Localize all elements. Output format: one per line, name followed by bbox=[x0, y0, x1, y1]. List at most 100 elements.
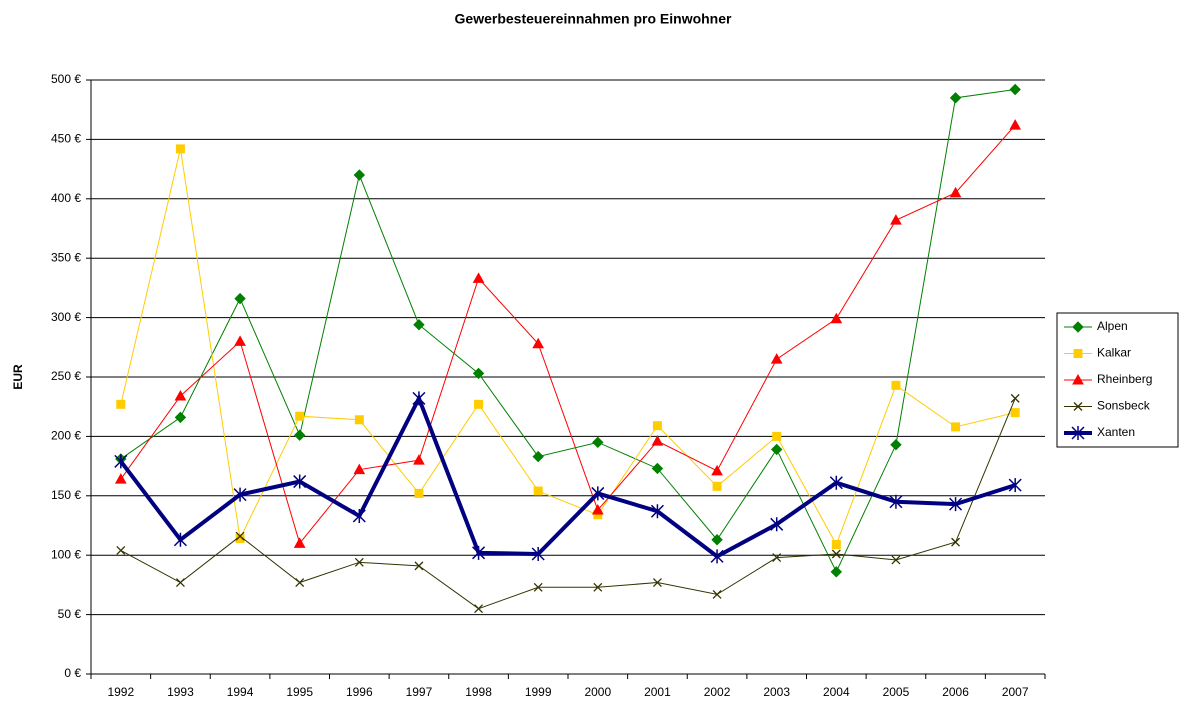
x-tick-label: 2000 bbox=[584, 685, 611, 699]
legend-label: Sonsbeck bbox=[1097, 399, 1151, 413]
y-tick-label: 300 € bbox=[51, 310, 81, 324]
legend-label: Rheinberg bbox=[1097, 372, 1152, 386]
point-marker bbox=[414, 488, 424, 498]
point-marker bbox=[532, 337, 545, 349]
point-marker bbox=[1009, 119, 1022, 130]
x-tick-label: 1995 bbox=[286, 685, 313, 699]
point-marker bbox=[949, 186, 962, 198]
x-tick-label: 1992 bbox=[107, 685, 134, 699]
x-tick-label: 2001 bbox=[644, 685, 671, 699]
x-tick-label: 1993 bbox=[167, 685, 194, 699]
point-marker bbox=[474, 399, 484, 409]
point-marker bbox=[951, 537, 961, 547]
point-marker bbox=[532, 450, 544, 463]
series-line bbox=[120, 89, 1016, 573]
x-tick-label: 1994 bbox=[227, 685, 254, 699]
point-marker bbox=[652, 421, 662, 431]
x-tick-label: 2006 bbox=[942, 685, 969, 699]
point-marker bbox=[354, 415, 364, 425]
point-marker bbox=[652, 578, 662, 587]
point-marker bbox=[891, 380, 901, 390]
point-marker bbox=[951, 422, 961, 432]
point-marker bbox=[293, 474, 307, 489]
point-marker bbox=[651, 435, 664, 446]
point-marker bbox=[593, 582, 603, 592]
point-marker bbox=[591, 486, 605, 501]
point-marker bbox=[831, 540, 841, 550]
point-marker bbox=[414, 561, 424, 571]
x-tick-label: 1999 bbox=[525, 685, 552, 699]
x-tick-label: 1997 bbox=[406, 685, 433, 699]
point-marker bbox=[712, 589, 722, 599]
point-marker bbox=[116, 399, 126, 409]
y-tick-label: 350 € bbox=[51, 250, 81, 264]
point-marker bbox=[533, 486, 543, 496]
point-marker bbox=[1009, 83, 1021, 96]
point-marker bbox=[890, 439, 902, 451]
point-marker bbox=[293, 429, 306, 441]
point-marker bbox=[770, 443, 783, 456]
y-tick-label: 250 € bbox=[51, 369, 81, 383]
x-tick-label: 1998 bbox=[465, 685, 492, 699]
point-marker bbox=[173, 532, 187, 547]
x-tick-label: 2007 bbox=[1002, 685, 1029, 699]
point-marker bbox=[472, 367, 485, 380]
legend-label: Xanten bbox=[1097, 425, 1135, 439]
point-marker bbox=[295, 578, 305, 587]
point-marker bbox=[1010, 393, 1020, 403]
point-marker bbox=[235, 531, 245, 541]
point-marker bbox=[412, 391, 426, 406]
point-marker bbox=[831, 549, 841, 559]
point-marker bbox=[890, 214, 902, 225]
point-marker bbox=[829, 475, 843, 490]
point-marker bbox=[413, 319, 425, 331]
point-marker bbox=[235, 534, 245, 544]
point-marker bbox=[531, 547, 545, 562]
point-marker bbox=[891, 555, 901, 565]
point-marker bbox=[353, 463, 366, 475]
point-marker bbox=[234, 335, 246, 346]
point-marker bbox=[651, 462, 664, 475]
point-marker bbox=[474, 604, 484, 614]
point-marker bbox=[1010, 408, 1020, 418]
x-tick-label: 2004 bbox=[823, 685, 850, 699]
point-marker bbox=[772, 431, 782, 441]
series-line bbox=[120, 148, 1016, 546]
point-marker bbox=[114, 473, 127, 484]
point-marker bbox=[114, 454, 128, 469]
y-tick-label: 450 € bbox=[51, 132, 81, 146]
point-marker bbox=[353, 169, 366, 181]
point-marker bbox=[293, 537, 306, 548]
legend-marker bbox=[1073, 402, 1083, 411]
point-marker bbox=[234, 292, 246, 305]
point-marker bbox=[472, 272, 485, 283]
point-marker bbox=[413, 454, 425, 465]
y-tick-label: 100 € bbox=[51, 547, 81, 561]
point-marker bbox=[533, 582, 543, 592]
legend-marker bbox=[1073, 349, 1083, 358]
y-tick-label: 150 € bbox=[51, 488, 81, 502]
point-marker bbox=[1008, 478, 1022, 493]
x-tick-label: 2005 bbox=[883, 685, 910, 699]
y-tick-label: 0 € bbox=[64, 666, 81, 680]
point-marker bbox=[175, 144, 185, 154]
point-marker bbox=[352, 508, 366, 523]
series-line bbox=[120, 124, 1016, 545]
y-tick-label: 500 € bbox=[51, 72, 81, 86]
x-tick-label: 2003 bbox=[763, 685, 790, 699]
y-tick-label: 400 € bbox=[51, 191, 81, 205]
legend-label: Alpen bbox=[1097, 319, 1128, 333]
point-marker bbox=[116, 545, 126, 555]
point-marker bbox=[949, 497, 963, 512]
point-marker bbox=[295, 411, 305, 421]
legend-marker bbox=[1071, 426, 1085, 440]
legend-label: Kalkar bbox=[1097, 346, 1131, 360]
point-marker bbox=[591, 504, 604, 515]
legend-marker bbox=[1072, 373, 1084, 385]
series-line bbox=[119, 393, 1016, 559]
y-axis-title: EUR bbox=[11, 364, 25, 390]
point-marker bbox=[650, 504, 664, 519]
point-marker bbox=[949, 92, 962, 104]
point-marker bbox=[712, 481, 722, 491]
